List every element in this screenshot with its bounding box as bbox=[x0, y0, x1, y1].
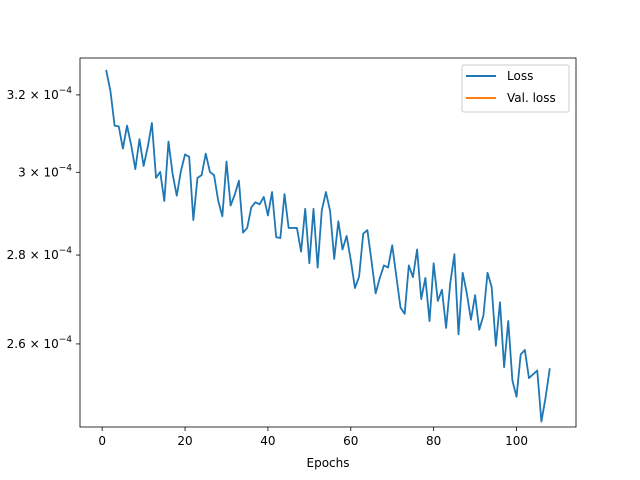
x-tick-label: 20 bbox=[177, 434, 192, 448]
x-axis: 0 20 40 60 80 100 bbox=[98, 427, 528, 448]
x-axis-label: Epochs bbox=[307, 456, 350, 470]
plot-area bbox=[105, 69, 551, 423]
y-tick-label: 3 × 10−4 bbox=[18, 163, 72, 179]
y-tick-label: 2.8 × 10−4 bbox=[7, 246, 73, 262]
legend-label-val-loss: Val. loss bbox=[507, 91, 556, 105]
x-tick-label: 100 bbox=[505, 434, 528, 448]
x-tick-label: 80 bbox=[426, 434, 441, 448]
x-tick-label: 40 bbox=[260, 434, 275, 448]
x-tick-label: 60 bbox=[343, 434, 358, 448]
legend-label-loss: Loss bbox=[507, 69, 533, 83]
x-tick-label: 0 bbox=[98, 434, 106, 448]
y-tick-label: 3.2 × 10−4 bbox=[7, 86, 73, 102]
series-line-loss bbox=[105, 69, 551, 423]
legend: Loss Val. loss bbox=[461, 64, 570, 113]
axes-frame bbox=[79, 57, 577, 428]
y-axis: 2.6 × 10−4 2.8 × 10−4 3 × 10−4 3.2 × 10−4 bbox=[7, 86, 80, 351]
y-tick-label: 2.6 × 10−4 bbox=[7, 335, 73, 351]
